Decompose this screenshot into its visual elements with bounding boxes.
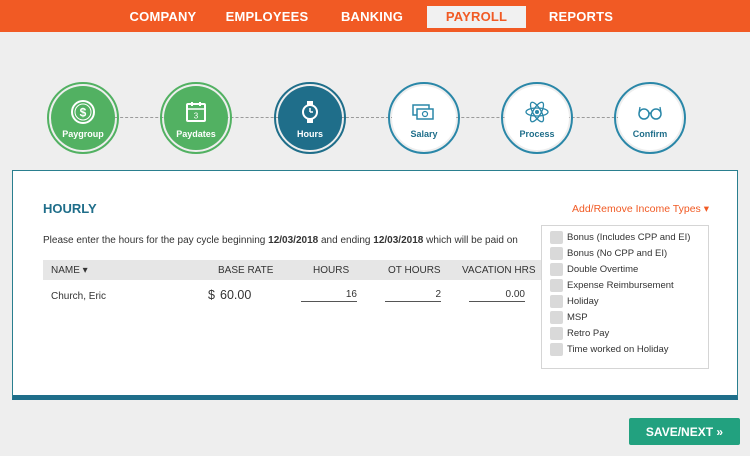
desc-middle: and ending (318, 235, 374, 246)
hours-input[interactable]: 16 (301, 288, 357, 302)
hours-card: HOURLY Add/Remove Income Types ▾ Please … (12, 170, 738, 400)
option-label: Bonus (Includes CPP and EI) (567, 231, 691, 243)
header-name[interactable]: NAME ▾ (51, 265, 88, 276)
header-vacation-hrs: VACATION HRS (462, 265, 536, 276)
pay-cycle-description: Please enter the hours for the pay cycle… (43, 235, 518, 246)
section-title: HOURLY (43, 201, 97, 216)
checkbox[interactable] (550, 262, 563, 276)
base-rate-currency: $ (208, 288, 215, 302)
desc-suffix: which will be paid on (423, 235, 518, 246)
option-label: Holiday (567, 295, 599, 307)
income-type-option[interactable]: Bonus (No CPP and EI) (550, 246, 667, 260)
header-ot-hours: OT HOURS (388, 265, 441, 276)
ot-hours-input[interactable]: 2 (385, 288, 441, 302)
nav-reports[interactable]: REPORTS (548, 9, 614, 24)
nav-payroll[interactable]: PAYROLL (427, 6, 526, 28)
income-type-option[interactable]: MSP (550, 310, 588, 324)
base-rate-value: 60.00 (220, 288, 252, 302)
nav-banking[interactable]: BANKING (340, 9, 404, 24)
step-salary[interactable]: Salary (388, 82, 460, 154)
step-hours[interactable]: Hours (274, 82, 346, 154)
checkbox[interactable] (550, 342, 563, 356)
save-next-button[interactable]: SAVE/NEXT » (629, 418, 740, 445)
option-label: Retro Pay (567, 327, 610, 339)
checkbox[interactable] (550, 326, 563, 340)
checkbox[interactable] (550, 230, 563, 244)
step-confirm[interactable]: Confirm (614, 82, 686, 154)
step-paydates[interactable]: 3 Paydates (160, 82, 232, 154)
option-label: Bonus (No CPP and EI) (567, 247, 668, 259)
table-header: NAME ▾ BASE RATE HOURS OT HOURS VACATION… (43, 260, 542, 280)
header-base-rate: BASE RATE (218, 265, 274, 276)
income-type-option[interactable]: Time worked on Holiday (550, 342, 669, 356)
top-nav: COMPANY EMPLOYEES BANKING PAYROLL REPORT… (0, 0, 750, 32)
checkbox[interactable] (550, 294, 563, 308)
income-type-option[interactable]: Double Overtime (550, 262, 638, 276)
steps-connector (80, 117, 670, 118)
income-types-dropdown: Bonus (Includes CPP and EI) Bonus (No CP… (541, 225, 709, 369)
nav-company[interactable]: COMPANY (129, 9, 197, 24)
checkbox[interactable] (550, 310, 563, 324)
nav-employees[interactable]: EMPLOYEES (225, 9, 309, 24)
step-process[interactable]: Process (501, 82, 573, 154)
option-label: MSP (567, 311, 588, 323)
option-label: Expense Reimbursement (567, 279, 674, 291)
income-type-option[interactable]: Retro Pay (550, 326, 609, 340)
begin-date: 12/03/2018 (268, 235, 319, 246)
desc-prefix: Please enter the hours for the pay cycle… (43, 235, 269, 246)
vacation-hrs-input[interactable]: 0.00 (469, 288, 525, 302)
checkbox[interactable] (550, 246, 563, 260)
add-remove-income-types-link[interactable]: Add/Remove Income Types ▾ (572, 203, 709, 215)
option-label: Time worked on Holiday (567, 343, 669, 355)
header-hours: HOURS (313, 265, 350, 276)
option-label: Double Overtime (567, 263, 639, 275)
income-type-option[interactable]: Holiday (550, 294, 599, 308)
income-type-option[interactable]: Expense Reimbursement (550, 278, 674, 292)
end-date: 12/03/2018 (373, 235, 424, 246)
employee-name: Church, Eric (51, 291, 107, 302)
checkbox[interactable] (550, 278, 563, 292)
income-type-option[interactable]: Bonus (Includes CPP and EI) (550, 230, 690, 244)
step-paygroup[interactable]: $ Paygroup (47, 82, 119, 154)
